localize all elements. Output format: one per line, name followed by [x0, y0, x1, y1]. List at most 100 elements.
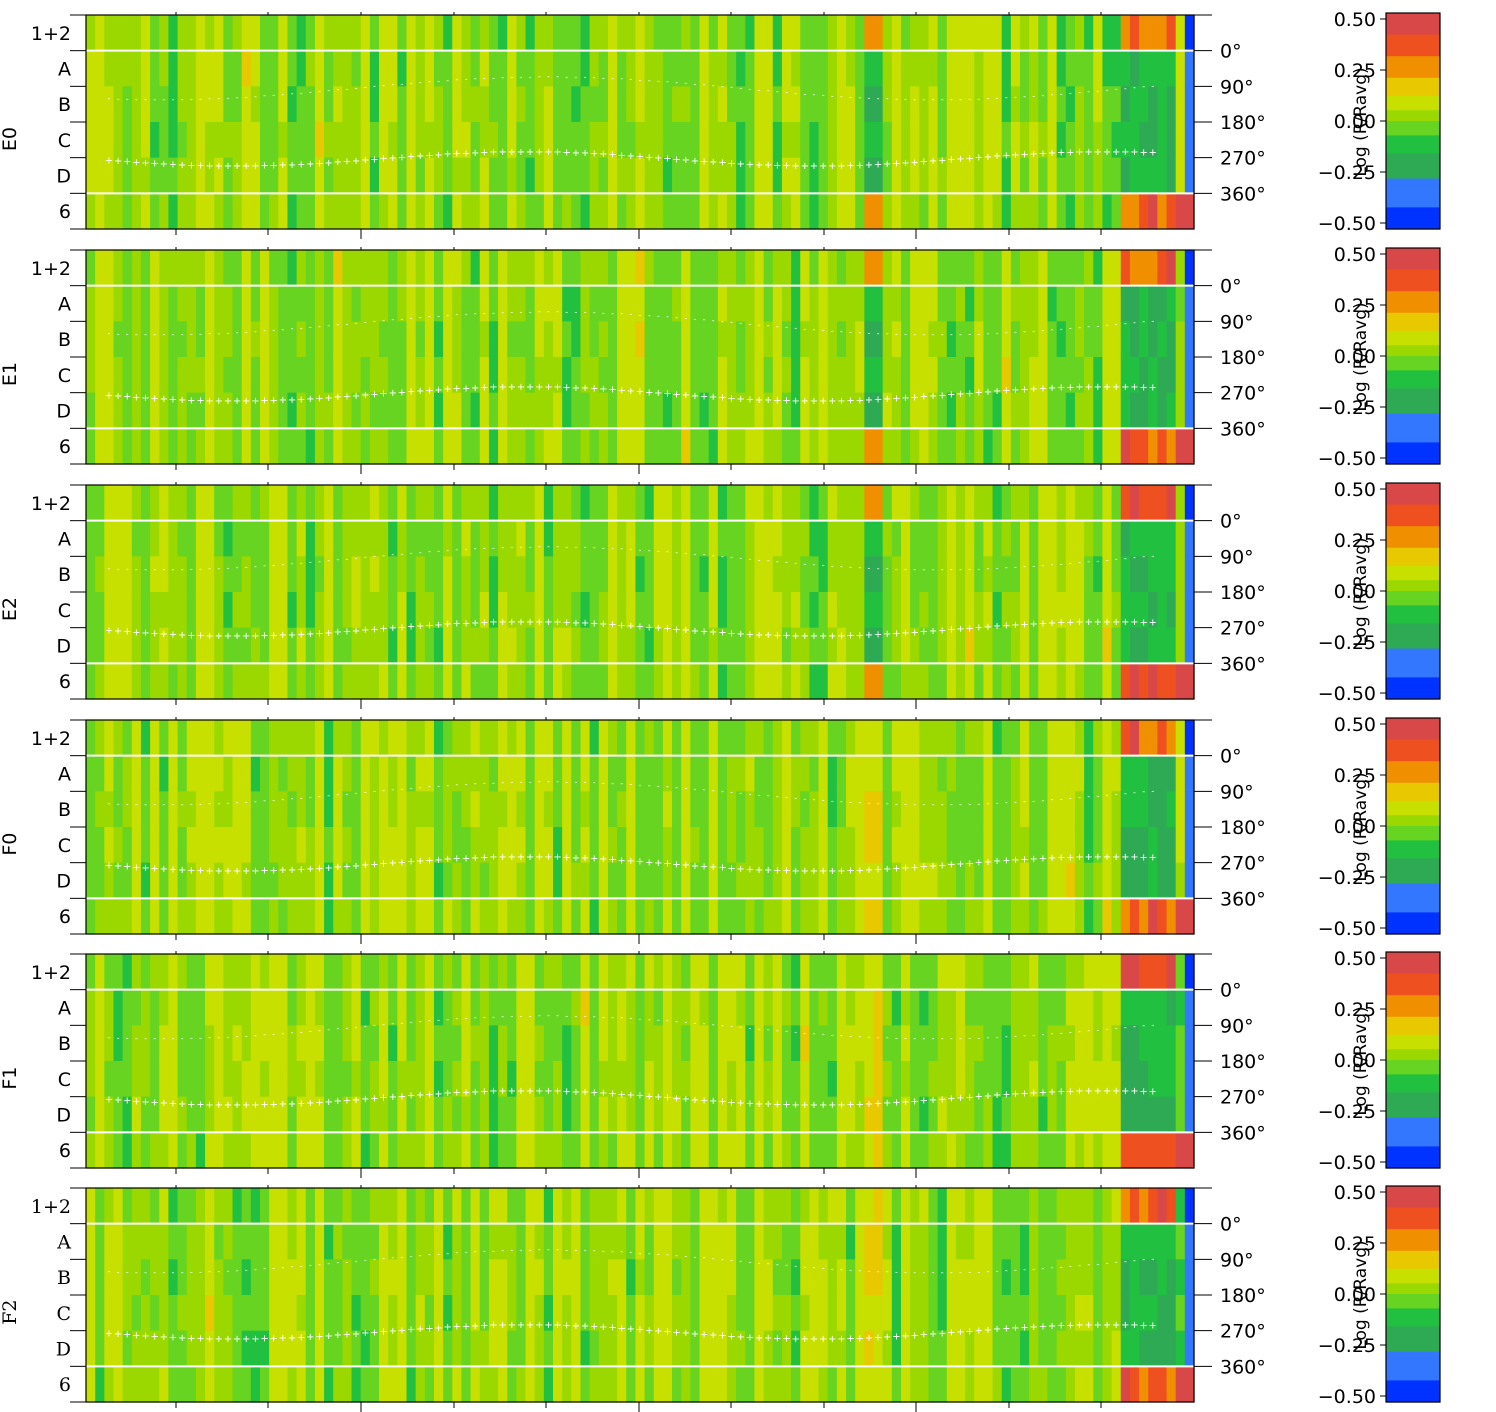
- heatmap-cell: [607, 898, 618, 935]
- marker: -: [162, 330, 165, 339]
- heatmap-cell: [1084, 862, 1094, 899]
- marker: +: [608, 385, 616, 396]
- heatmap-cell: [324, 898, 334, 935]
- heatmap-cell: [1020, 392, 1030, 429]
- heatmap-cell: [992, 663, 1003, 700]
- heatmap-cell: [452, 1096, 463, 1133]
- heatmap-cell: [95, 321, 105, 358]
- colorbar-swatch: [1386, 74, 1440, 79]
- marker: +: [645, 387, 653, 398]
- heatmap-cell: [882, 193, 893, 230]
- heatmap-cell: [406, 1132, 417, 1169]
- marker: -: [730, 788, 733, 797]
- marker: +: [535, 617, 543, 628]
- heatmap-cell: [259, 193, 270, 230]
- heatmap-cell: [433, 755, 444, 792]
- heatmap-cell: [525, 720, 536, 757]
- marker: +: [1002, 621, 1010, 632]
- heatmap-cell: [205, 898, 215, 935]
- heatmap-cell: [864, 791, 875, 828]
- heatmap-cell: [1184, 15, 1195, 52]
- marker: +: [773, 160, 781, 171]
- heatmap-cell: [86, 86, 96, 123]
- marker: -: [272, 796, 275, 805]
- heatmap-cell: [324, 791, 334, 828]
- heatmap-cell: [571, 285, 582, 322]
- heatmap-cell: [369, 250, 380, 287]
- heatmap-cell: [992, 520, 1003, 557]
- heatmap-cell: [864, 954, 875, 991]
- heatmap-cell: [507, 627, 517, 664]
- heatmap-cell: [388, 862, 398, 899]
- heatmap-cell: [1129, 627, 1140, 664]
- marker: -: [455, 545, 458, 554]
- heatmap-cell: [791, 663, 801, 700]
- heatmap-cell: [571, 321, 582, 358]
- marker: +: [1066, 852, 1074, 863]
- marker: -: [245, 92, 248, 101]
- marker: +: [398, 152, 406, 163]
- heatmap-cell: [86, 1061, 96, 1098]
- heatmap-cell: [681, 862, 691, 899]
- heatmap-cell: [809, 627, 820, 664]
- row-label: C: [58, 365, 71, 387]
- heatmap-cell: [827, 862, 838, 899]
- marker: +: [654, 153, 662, 164]
- marker: -: [107, 564, 110, 573]
- heatmap-cell: [397, 122, 408, 159]
- colorbar-swatch: [1386, 81, 1440, 86]
- heatmap-cell: [479, 193, 490, 230]
- marker: +: [599, 619, 607, 630]
- heatmap-cell: [864, 122, 875, 159]
- heatmap-cell: [333, 989, 343, 1026]
- heatmap-cell: [1175, 122, 1186, 159]
- marker: +: [553, 852, 561, 863]
- heatmap-cell: [177, 1096, 188, 1133]
- heatmap-cell: [388, 193, 398, 230]
- heatmap-cell: [791, 193, 801, 230]
- heatmap-cell: [360, 15, 371, 52]
- heatmap-cell: [159, 954, 170, 991]
- heatmap-cell: [296, 627, 307, 664]
- heatmap-cell: [653, 862, 664, 899]
- heatmap-cell: [296, 954, 307, 991]
- colorbar-swatch: [1386, 146, 1440, 151]
- marker: +: [526, 852, 534, 863]
- heatmap-cell: [452, 321, 463, 358]
- heatmap-cell: [928, 827, 939, 864]
- angle-label: 180°: [1220, 817, 1266, 839]
- heatmap-cell: [562, 720, 572, 757]
- heatmap-cell: [1093, 15, 1104, 52]
- colorbar-swatch: [1386, 659, 1440, 664]
- heatmap-cell: [333, 357, 343, 394]
- heatmap-cell: [992, 755, 1003, 792]
- heatmap-cell: [379, 50, 389, 87]
- heatmap-cell: [507, 898, 517, 935]
- heatmap-cell: [342, 1061, 353, 1098]
- heatmap-cell: [131, 122, 142, 159]
- marker: +: [480, 618, 488, 629]
- heatmap-cell: [626, 862, 637, 899]
- heatmap-cell: [635, 428, 646, 465]
- heatmap-cell: [452, 1061, 463, 1098]
- heatmap-cell: [1010, 862, 1021, 899]
- heatmap-cell: [1120, 157, 1131, 194]
- heatmap-cell: [580, 157, 591, 194]
- heatmap-cell: [699, 592, 710, 629]
- marker: -: [822, 561, 825, 570]
- heatmap-cell: [1166, 791, 1177, 828]
- marker: +: [150, 629, 158, 640]
- marker: -: [1032, 327, 1035, 336]
- heatmap-cell: [424, 285, 435, 322]
- colorbar-swatch: [1386, 312, 1440, 317]
- heatmap-cell: [708, 1025, 719, 1062]
- heatmap-cell: [653, 989, 664, 1026]
- heatmap-cell: [617, 392, 627, 429]
- heatmap-cell: [800, 989, 811, 1026]
- marker: +: [1066, 617, 1074, 628]
- heatmap-cell: [928, 1132, 939, 1169]
- marker: +: [178, 630, 186, 641]
- heatmap-cell: [672, 1061, 682, 1098]
- heatmap-cell: [708, 592, 719, 629]
- marker: +: [306, 629, 314, 640]
